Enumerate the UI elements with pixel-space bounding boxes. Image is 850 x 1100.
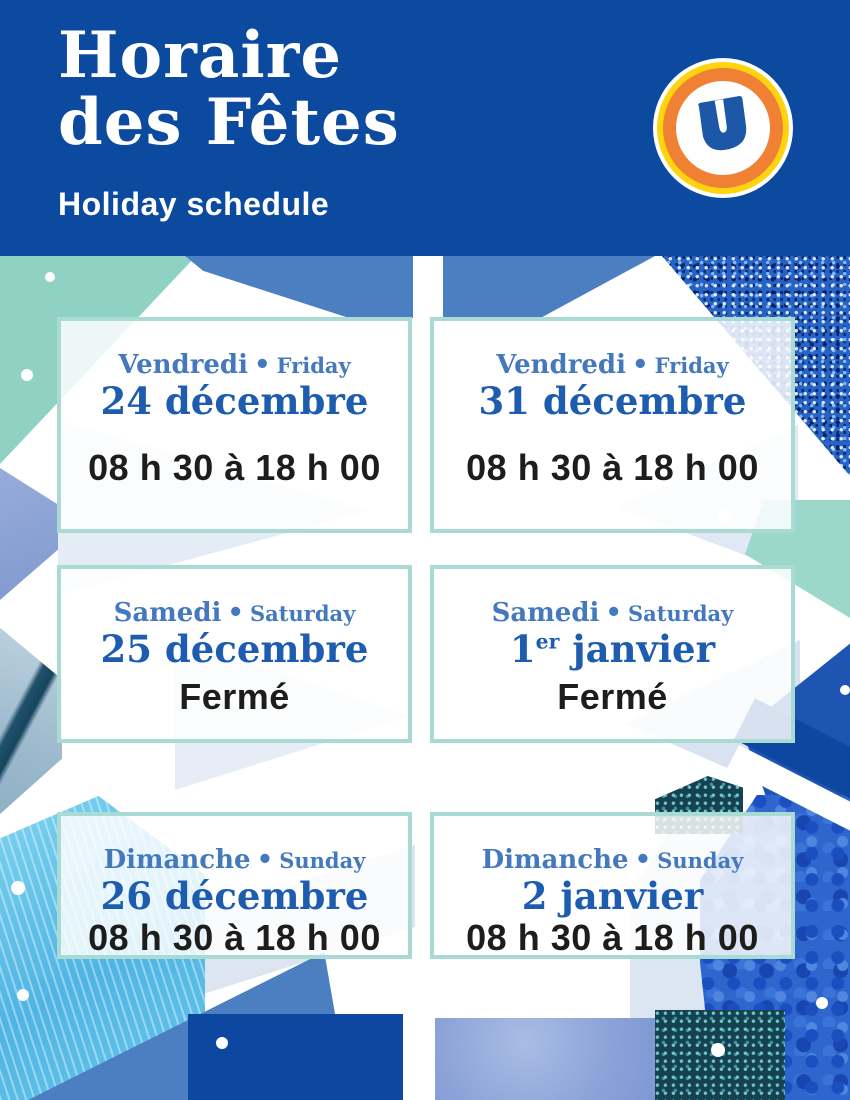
snow-dot [21,369,33,381]
schedule-card: Samedi • Saturday 1er janvier Fermé [430,565,795,743]
card-date: 1er janvier [509,626,716,671]
card-date: 31 décembre [478,378,747,423]
title-line1: Horaire [58,18,343,93]
card-day-en: Friday [276,353,351,378]
bg-photo-wedge [0,627,62,814]
logo-disc [676,81,770,175]
bullet-separator: • [254,350,271,380]
header-banner: Horaire des Fêtes Holiday schedule [0,0,850,256]
card-hours: Fermé [557,675,668,717]
card-day-en: Sunday [279,848,366,873]
schedule-card: Samedi • Saturday 25 décembre Fermé [57,565,412,743]
card-hours-wrap: 08 h 30 à 18 h 00 [434,422,791,529]
card-day-line: Dimanche • Sunday [104,846,366,875]
card-hours: Fermé [179,675,290,717]
title-line2: des Fêtes [58,85,400,161]
uniprix-logo [653,58,793,198]
schedule-card: Dimanche • Sunday 2 janvier 08 h 30 à 18 h… [430,812,795,959]
snow-dot [816,997,828,1009]
card-hours: 08 h 30 à 18 h 00 [88,917,381,959]
card-date: 24 décembre [100,378,369,423]
card-hours-wrap: Fermé [434,670,791,739]
card-day-en: Sunday [657,848,744,873]
bullet-separator: • [227,598,245,628]
card-day-line: Vendredi • Friday [118,351,350,380]
poster-title: Horaire des Fêtes [58,18,400,161]
snow-dot [711,1043,725,1057]
logo-u-icon [698,96,747,151]
snow-dot [216,1037,228,1049]
bg-blue-band-right [443,256,655,318]
card-hours: 08 h 30 à 18 h 00 [466,917,759,959]
card-day-en: Friday [654,353,729,378]
card-day-line: Vendredi • Friday [496,351,728,380]
bullet-separator: • [256,845,274,875]
bg-blue-band-left [185,256,413,318]
card-day-line: Dimanche • Sunday [482,846,744,875]
card-day-en: Saturday [250,601,356,626]
card-day-fr: Vendredi [496,350,626,380]
snow-dot [17,989,29,1001]
card-day-fr: Dimanche [481,845,629,875]
card-hours-wrap: 08 h 30 à 18 h 00 [61,917,408,975]
card-day-fr: Vendredi [118,350,248,380]
poster-subtitle: Holiday schedule [58,186,330,222]
snow-dot [45,272,55,282]
schedule-card: Vendredi • Friday 31 décembre 08 h 30 à 18… [430,317,795,533]
snow-dot [11,881,25,895]
card-day-line: Samedi • Saturday [492,599,734,628]
bullet-separator: • [605,598,623,628]
card-day-en: Saturday [628,601,734,626]
snow-dot [840,685,850,695]
bg-watercolor-block [435,1018,660,1100]
card-day-fr: Samedi [491,598,600,628]
schedule-card: Vendredi • Friday 24 décembre 08 h 30 à 18… [57,317,412,533]
bullet-separator: • [632,350,649,380]
card-date: 26 décembre [100,873,369,918]
card-date: 25 décembre [100,626,369,671]
schedule-card: Dimanche • Sunday 26 décembre 08 h 30 à 18… [57,812,412,959]
card-hours: 08 h 30 à 18 h 00 [466,446,759,488]
schedule-grid: Vendredi • Friday 24 décembre 08 h 30 à 18… [57,317,795,959]
snow-dot [832,481,844,493]
bg-navy-block [188,1014,403,1100]
card-day-fr: Dimanche [103,845,251,875]
card-date: 2 janvier [521,873,704,918]
card-hours: 08 h 30 à 18 h 00 [88,446,381,488]
card-hours-wrap: Fermé [61,670,408,739]
card-hours-wrap: 08 h 30 à 18 h 00 [434,917,791,975]
card-hours-wrap: 08 h 30 à 18 h 00 [61,422,408,529]
bullet-separator: • [634,845,652,875]
card-day-line: Samedi • Saturday [114,599,356,628]
card-day-fr: Samedi [113,598,222,628]
